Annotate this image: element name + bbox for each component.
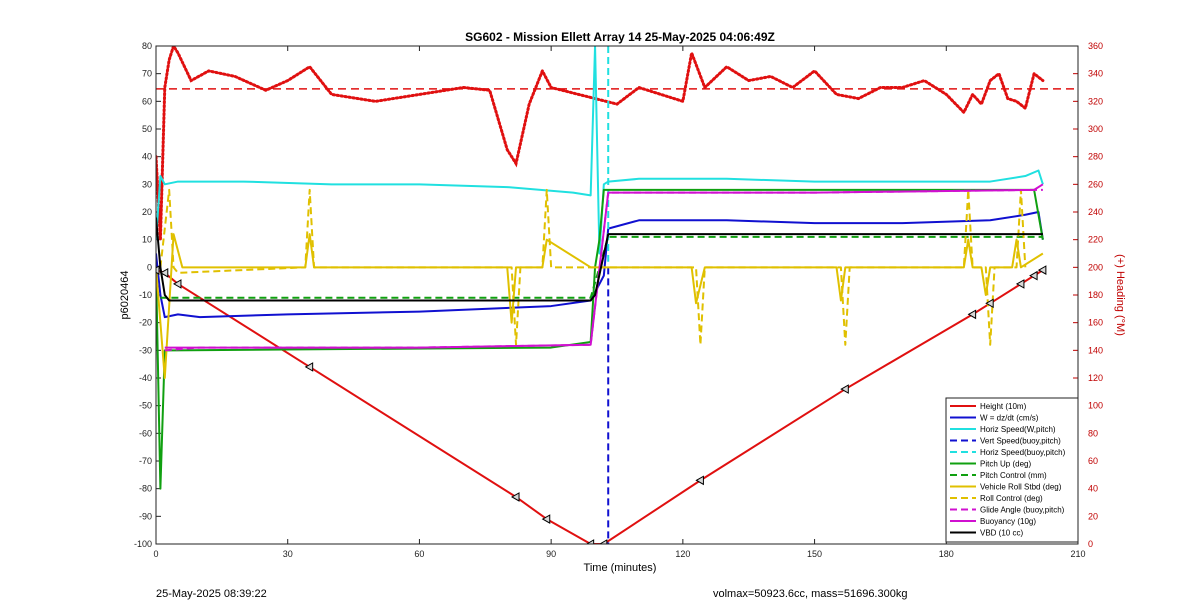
y-right-tick-label-0: 0 xyxy=(1088,539,1093,549)
y-tick-label-16: 60 xyxy=(142,96,152,106)
plot-frame xyxy=(155,45,1079,545)
legend-entry-0: Height (10m) xyxy=(980,402,1027,411)
chart-title: SG602 - Mission Ellett Array 14 25-May-2… xyxy=(465,30,775,44)
series-heading xyxy=(156,46,1045,240)
y-right-tick-label-3: 60 xyxy=(1088,456,1098,466)
y-tick-label-2: -80 xyxy=(139,484,152,494)
legend-entry-1: W = dz/dt (cm/s) xyxy=(980,414,1039,423)
y-right-tick-label-18: 360 xyxy=(1088,41,1103,51)
y-right-tick-label-16: 320 xyxy=(1088,96,1103,106)
y-right-tick-label-2: 40 xyxy=(1088,484,1098,494)
y-tick-label-18: 80 xyxy=(142,41,152,51)
y-tick-label-4: -60 xyxy=(139,428,152,438)
y-right-tick-label-9: 180 xyxy=(1088,290,1103,300)
legend-entry-8: Roll Control (deg) xyxy=(980,494,1043,503)
height-marker-13 xyxy=(1029,270,1038,281)
height-marker-8 xyxy=(695,475,704,486)
series-8 xyxy=(159,188,1027,346)
legend: Height (10m) W = dz/dt (cm/s) Horiz Speed(… xyxy=(945,397,1079,543)
x-tick-label-4: 120 xyxy=(675,549,690,559)
y-right-tick-label-4: 80 xyxy=(1088,428,1098,438)
footer-mass-info: volmax=50923.6cc, mass=51696.300kg xyxy=(713,588,908,600)
y-right-tick-label-12: 240 xyxy=(1088,207,1103,217)
height-marker-7 xyxy=(598,539,608,544)
y-right-tick-label-7: 140 xyxy=(1088,345,1103,355)
series-group xyxy=(156,46,1078,544)
x-tick-label-2: 60 xyxy=(414,549,424,559)
y-tick-label-11: 10 xyxy=(142,235,152,245)
y-tick-label-0: -100 xyxy=(134,539,152,549)
y-right-tick-label-13: 260 xyxy=(1088,179,1103,189)
series-0 xyxy=(156,269,1044,544)
y-tick-label-9: -10 xyxy=(139,290,152,300)
height-marker-5 xyxy=(541,514,551,524)
series-11 xyxy=(156,217,1043,302)
y-tick-label-8: -20 xyxy=(139,318,152,328)
y-tick-label-6: -40 xyxy=(139,373,152,383)
y-right-tick-label-11: 220 xyxy=(1088,235,1103,245)
y-axis-label: p6020464 xyxy=(119,271,131,320)
height-marker-1 xyxy=(159,268,169,278)
y-right-tick-label-6: 120 xyxy=(1088,373,1103,383)
series-2 xyxy=(156,46,1044,255)
y-tick-label-1: -90 xyxy=(139,511,152,521)
x-tick-label-1: 30 xyxy=(283,549,293,559)
height-marker-6 xyxy=(585,539,595,544)
x-axis-label: Time (minutes) xyxy=(584,562,657,574)
legend-box xyxy=(945,397,1079,543)
y-tick-label-12: 20 xyxy=(142,207,152,217)
legend-entry-7: Vehicle Roll Stbd (deg) xyxy=(980,483,1062,492)
y-right-tick-label-8: 160 xyxy=(1088,318,1103,328)
y-right-tick-label-10: 200 xyxy=(1088,262,1103,272)
legend-entry-4: Horiz Speed(buoy,pitch) xyxy=(980,448,1066,457)
y-tick-label-14: 40 xyxy=(142,152,152,162)
y-tick-label-10: 0 xyxy=(147,262,152,272)
height-marker-4 xyxy=(511,492,520,502)
y-right-tick-label-5: 100 xyxy=(1088,401,1103,411)
y-tick-label-17: 70 xyxy=(142,69,152,79)
y-right-tick-label-1: 20 xyxy=(1088,511,1098,521)
series-1 xyxy=(156,211,1044,319)
x-tick-label-7: 210 xyxy=(1070,549,1085,559)
height-marker-11 xyxy=(985,298,994,309)
y-right-tick-label-17: 340 xyxy=(1088,69,1103,79)
legend-entry-2: Horiz Speed(W,pitch) xyxy=(980,425,1056,434)
y-tick-label-5: -50 xyxy=(139,401,152,411)
y-right-tick-label-15: 300 xyxy=(1088,124,1103,134)
footer-timestamp: 25-May-2025 08:39:22 xyxy=(156,588,267,600)
height-marker-2 xyxy=(172,279,182,289)
y-tick-label-3: -70 xyxy=(139,456,152,466)
height-marker-9 xyxy=(840,384,849,394)
y-tick-label-13: 30 xyxy=(142,179,152,189)
plot-area: 0 30 60 90 120 150 180 210-100-90-80-70-60-50-4… xyxy=(134,41,1103,559)
legend-entry-9: Glide Angle (buoy,pitch) xyxy=(980,506,1065,515)
plot-background xyxy=(156,46,1078,544)
x-tick-label-3: 90 xyxy=(546,549,556,559)
y-axis-right-label: (+) Heading (°M) xyxy=(1114,254,1126,336)
height-marker-12 xyxy=(1015,279,1025,289)
y-tick-label-7: -30 xyxy=(139,345,152,355)
legend-entry-3: Vert Speed(buoy,pitch) xyxy=(980,437,1061,446)
legend-entry-5: Pitch Up (deg) xyxy=(980,460,1031,469)
height-marker-3 xyxy=(304,362,314,372)
height-marker-14 xyxy=(1037,265,1047,275)
legend-entry-10: Buoyancy (10g) xyxy=(980,517,1036,526)
x-tick-label-6: 180 xyxy=(939,549,954,559)
height-marker-0 xyxy=(156,265,160,275)
y-tick-label-15: 50 xyxy=(142,124,152,134)
x-tick-label-0: 0 xyxy=(153,549,158,559)
x-tick-label-5: 150 xyxy=(807,549,822,559)
series-10 xyxy=(164,183,1044,349)
legend-entry-6: Pitch Control (mm) xyxy=(980,471,1047,480)
height-marker-10 xyxy=(967,309,977,320)
y-right-tick-label-14: 280 xyxy=(1088,152,1103,162)
legend-entry-11: VBD (10 cc) xyxy=(980,529,1023,538)
